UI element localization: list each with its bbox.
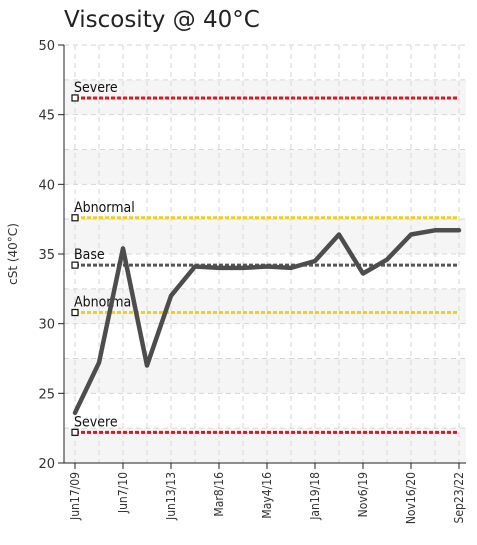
data-point [73, 411, 77, 415]
data-point [97, 361, 101, 365]
plot-band [64, 393, 466, 429]
plot-area [64, 45, 466, 463]
x-tick-label: Sep23/22 [452, 472, 466, 523]
reference-marker [71, 308, 79, 317]
reference-label-severe: Severe [74, 414, 118, 430]
y-tick-label: 35 [38, 248, 55, 263]
plot-band [64, 323, 466, 359]
y-tick-label: 20 [38, 457, 55, 472]
data-point [193, 265, 197, 269]
y-tick-label: 50 [38, 39, 55, 54]
chart-title: Viscosity @ 40°C [64, 7, 260, 33]
data-point [409, 232, 413, 236]
plot-band [64, 358, 466, 394]
y-axis-label: cSt (40°C) [6, 223, 20, 285]
data-point [385, 258, 389, 262]
x-tick-label: Jan19/18 [308, 472, 322, 521]
reference-marker [71, 261, 79, 269]
axes: 20 25 30 35 40 45 50 Jun17/09 Jun7/10 Jun13/13 Mar… [38, 39, 466, 524]
plot-band [64, 114, 466, 150]
data-point [313, 259, 317, 263]
data-point [241, 266, 245, 270]
plot-band [64, 428, 466, 463]
x-tick-label: Mar8/16 [212, 472, 226, 517]
data-point [289, 266, 293, 270]
data-point [265, 265, 269, 269]
y-tick-label: 45 [38, 109, 55, 124]
reference-label-severe: Severe [74, 80, 118, 96]
reference-label-abnormal: Abnormal [74, 200, 135, 216]
data-point [121, 246, 125, 250]
reference-marker [71, 94, 79, 102]
y-tick-label: 25 [38, 387, 55, 402]
data-point [217, 266, 221, 270]
gridlines [64, 44, 466, 464]
x-tick-label: Nov6/19 [356, 472, 370, 517]
data-point [433, 228, 437, 232]
series-layer [72, 228, 462, 416]
data-point [169, 294, 173, 298]
reference-label-abnormal: Abnormal [74, 295, 135, 311]
x-tick-label: Nov16/20 [404, 472, 418, 524]
plot-band [64, 149, 466, 185]
reference-marker [71, 214, 79, 222]
x-tick-label: Jun7/10 [116, 472, 130, 514]
data-point [337, 232, 341, 236]
y-tick-label: 30 [38, 318, 55, 333]
reference-label-base: Base [74, 247, 105, 263]
x-tick-label: Jun13/13 [164, 472, 178, 521]
plot-band [64, 45, 466, 80]
x-tick-label: May4/16 [260, 472, 274, 519]
x-tick-label: Jun17/09 [68, 472, 82, 521]
plot-band [64, 184, 466, 220]
data-point [145, 363, 149, 367]
data-point [457, 228, 461, 232]
reference-marker [71, 428, 79, 436]
data-point [361, 272, 365, 276]
y-tick-label: 40 [38, 178, 55, 193]
